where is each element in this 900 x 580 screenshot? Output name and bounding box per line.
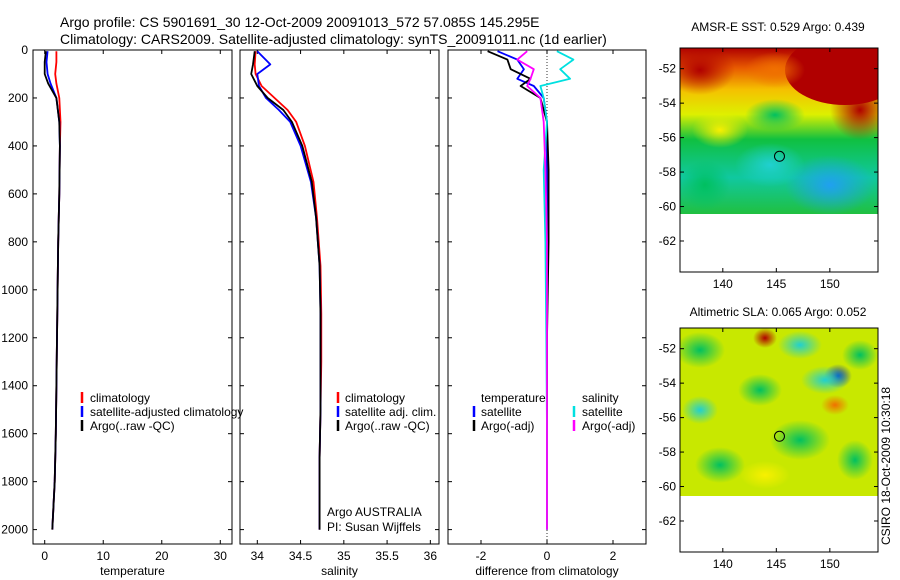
map-x-tick-label: 150 [820, 557, 840, 571]
sla-map-title: Altimetric SLA: 0.065 Argo: 0.052 [690, 305, 867, 319]
y-tick-label: 1400 [1, 379, 28, 393]
y-tick-label: 200 [8, 91, 28, 105]
map-x-tick-label: 150 [820, 277, 840, 291]
y-tick-label: 1600 [1, 427, 28, 441]
sla-map-frame [679, 327, 879, 553]
map-y-tick-label: -60 [659, 480, 677, 494]
map-y-tick-label: -54 [659, 96, 677, 110]
x-tick-label: 0 [544, 549, 551, 563]
x-tick-label: 34.5 [289, 549, 313, 563]
x-axis-label: salinity [321, 564, 358, 578]
map-y-tick-label: -56 [659, 411, 677, 425]
series-line-salinity-argo-adj- [516, 50, 548, 530]
map-y-tick-label: -62 [659, 234, 677, 248]
sst-map-axes: -52 -54 -56 -58 -60 -62 140 145 150 [659, 48, 878, 291]
y-tick-label: 800 [8, 235, 28, 249]
x-tick-label: 2 [610, 549, 617, 563]
x-axis-label: difference from climatology [475, 564, 618, 578]
legend-label-argo: Argo(..raw -QC) [90, 419, 175, 433]
sla-heatmap [680, 328, 878, 496]
legend-label-temp-satellite: satellite [481, 405, 522, 419]
map-y-tick-label: -54 [659, 376, 677, 390]
sst-map-title: AMSR-E SST: 0.529 Argo: 0.439 [691, 20, 865, 34]
map-y-tick-label: -60 [659, 200, 677, 214]
salinity-legend: climatology satellite adj. clim. Argo(..… [336, 391, 436, 433]
series-line-argo-raw-qc- [43, 51, 61, 530]
temperature-plot: 0 200 400 600 800 1000 1200 1400 1600 1800 2000 0 10… [1, 43, 232, 578]
x-axis-label: temperature [100, 564, 165, 578]
map-x-tick-label: 145 [766, 277, 786, 291]
x-tick-label: 20 [155, 549, 169, 563]
map-x-tick-label: 140 [713, 557, 733, 571]
header-line-1: Argo profile: CS 5901691_30 12-Oct-2009 … [60, 14, 540, 30]
sst-heatmap [680, 48, 878, 214]
legend-title-salinity: salinity [582, 391, 619, 405]
x-tick-label: 35.5 [375, 549, 399, 563]
difference-legend: temperature satellite Argo(-adj) salinit… [472, 391, 635, 433]
legend-label-satellite: satellite adj. clim. [345, 405, 436, 419]
y-tick-label: 400 [8, 139, 28, 153]
x-tick-label: -2 [476, 549, 487, 563]
legend-title-temperature: temperature [481, 391, 546, 405]
argo-annotation-line-2: PI: Susan Wijffels [327, 520, 421, 534]
map-y-tick-label: -52 [659, 62, 677, 76]
legend-label-climatology: climatology [345, 391, 405, 405]
legend-label-temp-argo: Argo(-adj) [481, 419, 534, 433]
x-tick-label: 30 [214, 549, 228, 563]
x-tick-label: 35 [337, 549, 351, 563]
x-tick-label: 34 [251, 549, 265, 563]
y-tick-label: 1200 [1, 331, 28, 345]
salinity-axes [239, 49, 440, 545]
header-line-2: Climatology: CARS2009. Satellite-adjuste… [60, 31, 607, 47]
temperature-legend: climatology satellite-adjusted climatolo… [80, 391, 243, 433]
y-tick-label: 1800 [1, 475, 28, 489]
map-y-tick-label: -52 [659, 342, 677, 356]
argo-position-marker [773, 430, 785, 442]
map-x-tick-label: 140 [713, 277, 733, 291]
y-tick-label: 600 [8, 187, 28, 201]
legend-label-climatology: climatology [90, 391, 150, 405]
x-tick-label: 0 [41, 549, 48, 563]
salinity-plot: 34 34.5 35 35.5 36 salinity [240, 49, 439, 578]
legend-label-argo: Argo(..raw -QC) [345, 419, 430, 433]
map-x-tick-label: 145 [766, 557, 786, 571]
y-tick-label: 0 [21, 43, 28, 57]
legend-label-sal-argo: Argo(-adj) [582, 419, 635, 433]
legend-label-sal-satellite: satellite [582, 405, 623, 419]
argo-annotation-line-1: Argo AUSTRALIA [327, 505, 422, 519]
x-tick-label: 10 [97, 549, 111, 563]
map-y-tick-label: -58 [659, 165, 677, 179]
temperature-axes [32, 49, 233, 545]
legend-label-satellite: satellite-adjusted climatology [90, 405, 243, 419]
y-tick-label: 1000 [1, 283, 28, 297]
map-y-tick-label: -62 [659, 514, 677, 528]
csiro-stamp: CSIRO 18-Oct-2009 10:30:18 [879, 387, 893, 545]
argo-position-marker [773, 150, 785, 162]
map-y-tick-label: -58 [659, 445, 677, 459]
sla-map-axes: -52 -54 -56 -58 -60 -62 140 145 150 [659, 328, 878, 571]
series-line-argo-raw-qc- [250, 51, 322, 530]
x-tick-label: 36 [424, 549, 438, 563]
sst-map-frame [679, 47, 879, 273]
y-tick-label: 2000 [1, 523, 28, 537]
map-y-tick-label: -56 [659, 131, 677, 145]
